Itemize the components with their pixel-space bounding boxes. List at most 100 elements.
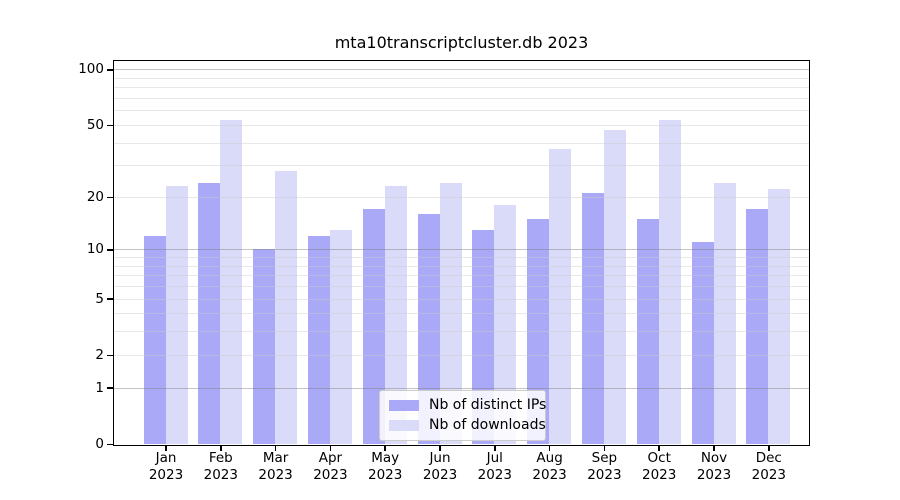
bar-nb-of-distinct-ips-jun: [417, 214, 440, 444]
x-tick-aug: [548, 445, 551, 451]
x-tick-month: Jan: [155, 450, 177, 466]
x-tick-label-feb: Feb 2023: [193, 450, 249, 484]
bar-nb-of-downloads-may: [384, 186, 407, 444]
x-tick-nov: [713, 445, 715, 451]
gridline-5: [114, 298, 809, 300]
gridline-7: [114, 275, 809, 277]
x-tick-label-jun: Jun 2023: [412, 450, 468, 484]
x-tick-label-may: May 2023: [357, 450, 413, 484]
x-tick-year: 2023: [422, 467, 458, 483]
bar-nb-of-downloads-jul: [494, 205, 517, 444]
bars-layer: [114, 61, 809, 445]
bar-nb-of-downloads-oct: [658, 120, 681, 444]
y-tick-2: [107, 354, 113, 357]
x-tick-year: 2023: [587, 467, 622, 483]
y-tick-0: [107, 443, 113, 446]
legend-swatch-downloads: [389, 420, 419, 431]
gridline-30: [114, 165, 809, 167]
x-tick-month: May: [371, 450, 400, 466]
x-tick-year: 2023: [368, 467, 403, 483]
x-tick-apr: [329, 445, 332, 451]
chart-title: mta10transcriptcluster.db 2023: [334, 33, 589, 52]
x-tick-label-dec: Dec 2023: [741, 450, 797, 484]
bar-nb-of-downloads-sep: [603, 129, 626, 444]
x-tick-month: Dec: [755, 450, 782, 466]
y-tick-label-1: 1: [95, 379, 104, 396]
x-tick-dec: [768, 445, 770, 451]
gridline-40: [114, 142, 809, 144]
y-tick-label-100: 100: [78, 61, 104, 78]
x-tick-year: 2023: [258, 467, 293, 483]
x-tick-year: 2023: [477, 467, 512, 483]
bar-nb-of-downloads-jan: [165, 186, 188, 444]
x-tick-sep: [603, 445, 606, 451]
x-tick-label-sep: Sep 2023: [576, 450, 632, 484]
y-tick-100: [107, 69, 113, 71]
x-tick-month: Jul: [486, 450, 503, 466]
x-tick-year: 2023: [751, 467, 786, 483]
x-tick-month: Feb: [208, 450, 233, 466]
x-tick-feb: [220, 445, 222, 451]
y-tick-label-2: 2: [95, 346, 104, 363]
bar-nb-of-downloads-nov: [713, 182, 736, 444]
legend-row-distinct-ips: Nb of distinct IPs: [389, 398, 546, 413]
bar-nb-of-distinct-ips-oct: [636, 218, 659, 444]
x-tick-year: 2023: [313, 467, 348, 483]
x-tick-label-apr: Apr 2023: [302, 450, 358, 484]
gridline-8: [114, 265, 809, 267]
x-tick-year: 2023: [148, 467, 184, 483]
legend-label-distinct-ips: Nb of distinct IPs: [429, 397, 547, 413]
y-tick-5: [107, 298, 113, 300]
bar-nb-of-distinct-ips-mar: [253, 249, 276, 444]
legend-label-downloads: Nb of downloads: [429, 417, 546, 433]
y-tick-1: [107, 387, 113, 389]
plot-area: Nb of distinct IPs Nb of downloads: [113, 60, 810, 446]
x-tick-label-oct: Oct 2023: [631, 450, 687, 484]
x-tick-label-jul: Jul 2023: [467, 450, 523, 484]
x-tick-year: 2023: [696, 467, 732, 483]
y-tick-50: [107, 124, 113, 127]
gridline-80: [114, 87, 809, 89]
x-tick-month: Mar: [262, 450, 289, 466]
x-tick-jan: [165, 445, 167, 451]
gridline-90: [114, 77, 809, 79]
gridline-2: [114, 354, 809, 356]
x-tick-label-jan: Jan 2023: [138, 450, 194, 484]
gridline-100: [114, 69, 809, 71]
y-tick-label-20: 20: [86, 188, 104, 205]
x-tick-label-aug: Aug 2023: [522, 450, 578, 484]
y-tick-label-10: 10: [86, 241, 104, 258]
grid-layer: [114, 61, 809, 445]
x-tick-label-nov: Nov 2023: [686, 450, 742, 484]
gridline-3: [114, 331, 809, 333]
bar-nb-of-downloads-apr: [329, 229, 352, 444]
y-tick-10: [107, 249, 113, 251]
bar-nb-of-distinct-ips-sep: [581, 193, 604, 444]
x-tick-month: Aug: [536, 450, 563, 466]
x-tick-month: Oct: [647, 450, 671, 466]
y-tick-label-50: 50: [86, 116, 104, 133]
bar-nb-of-distinct-ips-may: [362, 209, 385, 444]
x-tick-month: Sep: [591, 450, 618, 466]
bar-nb-of-downloads-dec: [768, 189, 791, 444]
gridline-50: [114, 124, 809, 126]
bar-nb-of-distinct-ips-nov: [691, 242, 714, 444]
x-tick-jun: [439, 445, 441, 451]
x-tick-year: 2023: [203, 467, 238, 483]
bar-nb-of-distinct-ips-apr: [307, 235, 330, 444]
x-tick-label-mar: Mar 2023: [248, 450, 304, 484]
bar-nb-of-distinct-ips-dec: [746, 209, 769, 444]
bar-nb-of-downloads-aug: [549, 148, 572, 444]
x-tick-year: 2023: [532, 467, 567, 483]
bar-nb-of-distinct-ips-feb: [198, 182, 221, 444]
x-tick-mar: [274, 445, 277, 451]
legend: Nb of distinct IPs Nb of downloads: [379, 390, 546, 441]
bar-nb-of-downloads-jun: [439, 182, 462, 444]
bar-nb-of-distinct-ips-aug: [527, 218, 550, 444]
x-tick-oct: [658, 445, 660, 451]
gridline-1: [114, 387, 809, 389]
y-tick-label-5: 5: [95, 290, 104, 307]
x-tick-month: Apr: [318, 450, 343, 466]
gridline-60: [114, 110, 809, 112]
